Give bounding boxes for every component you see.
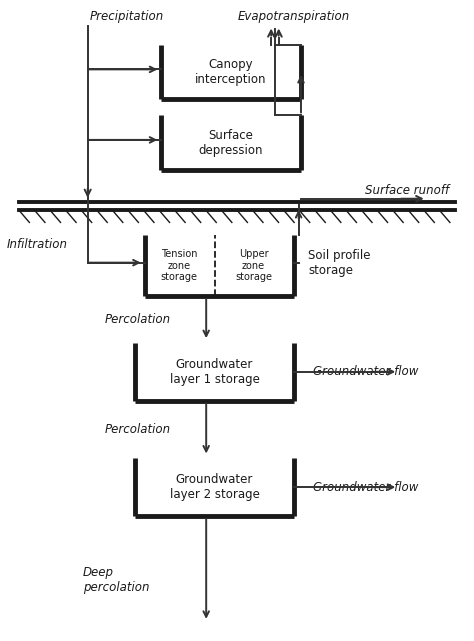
Text: Groundwater flow: Groundwater flow [313,365,418,378]
Text: Infiltration: Infiltration [7,238,68,251]
Text: Tension
zone
storage: Tension zone storage [160,249,197,282]
Text: Groundwater
layer 1 storage: Groundwater layer 1 storage [170,358,259,386]
Text: Percolation: Percolation [104,313,171,326]
Text: Upper
zone
storage: Upper zone storage [235,249,272,282]
Text: Groundwater flow: Groundwater flow [313,481,418,494]
Text: Surface
depression: Surface depression [199,129,264,156]
Text: Deep
percolation: Deep percolation [83,566,149,594]
Text: Percolation: Percolation [104,423,171,436]
Text: Soil profile
storage: Soil profile storage [308,249,371,277]
Text: Precipitation: Precipitation [90,10,164,22]
Text: Evapotranspiration: Evapotranspiration [238,10,350,22]
Text: Surface runoff: Surface runoff [365,184,449,197]
Text: Canopy
interception: Canopy interception [195,58,267,86]
Text: Groundwater
layer 2 storage: Groundwater layer 2 storage [170,473,259,501]
